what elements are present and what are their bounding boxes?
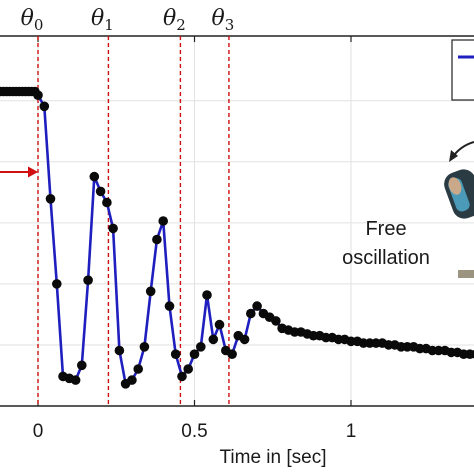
data-point: [52, 279, 62, 289]
rotation-arrow-head-icon: [449, 150, 458, 162]
data-point: [77, 360, 87, 371]
data-point: [164, 301, 175, 311]
data-point: [33, 90, 43, 100]
data-point: [114, 345, 125, 356]
legend-frame: [451, 39, 474, 101]
data-point: [70, 375, 81, 385]
theta-markers: θ0 θ1 θ2 θ3: [21, 6, 235, 406]
data-point: [196, 342, 206, 352]
free-oscillation-label-line2: oscillation: [342, 247, 430, 269]
data-point: [158, 216, 168, 226]
legend-box: [451, 39, 474, 101]
data-point: [271, 316, 281, 326]
data-point: [45, 194, 56, 204]
theta-label-3: θ3: [212, 6, 235, 34]
data-point: [139, 342, 150, 352]
device-stand: [458, 270, 474, 278]
data-point: [183, 364, 193, 374]
x-tick-label-1: 0.5: [181, 421, 207, 442]
data-point: [133, 364, 143, 374]
data-point: [39, 101, 50, 112]
axes: [0, 35, 474, 407]
data-point: [152, 234, 162, 245]
data-point: [170, 349, 181, 360]
theta-label-2: θ2: [163, 6, 186, 34]
theta-label-0: θ0: [21, 6, 44, 34]
data-point: [465, 349, 474, 359]
free-oscillation-label-line1: Free: [365, 218, 406, 240]
data-point: [83, 275, 93, 286]
input-arrow: [0, 166, 38, 178]
data-point: [246, 308, 256, 319]
data-point: [102, 197, 112, 208]
x-axis-title: Time in [sec]: [220, 447, 327, 468]
data-point: [252, 301, 262, 311]
data-point: [89, 171, 100, 182]
data-point: [145, 286, 156, 297]
x-tick-label-0: 0: [33, 421, 44, 442]
series: [0, 86, 474, 389]
device-cap: [448, 177, 462, 195]
input-arrow-head: [28, 166, 38, 178]
data-point: [214, 319, 225, 330]
data-point: [208, 334, 219, 345]
x-tick-label-2: 1: [346, 421, 357, 442]
data-point: [471, 349, 474, 359]
data-point: [227, 349, 237, 360]
data-point: [108, 223, 118, 234]
theta-label-1: θ1: [91, 6, 114, 34]
data-point: [189, 349, 200, 360]
data-point: [202, 290, 212, 300]
data-point: [127, 375, 137, 385]
data-point: [177, 371, 187, 382]
device-illustration: [444, 141, 474, 278]
data-point: [239, 334, 250, 345]
data-point: [95, 186, 106, 197]
